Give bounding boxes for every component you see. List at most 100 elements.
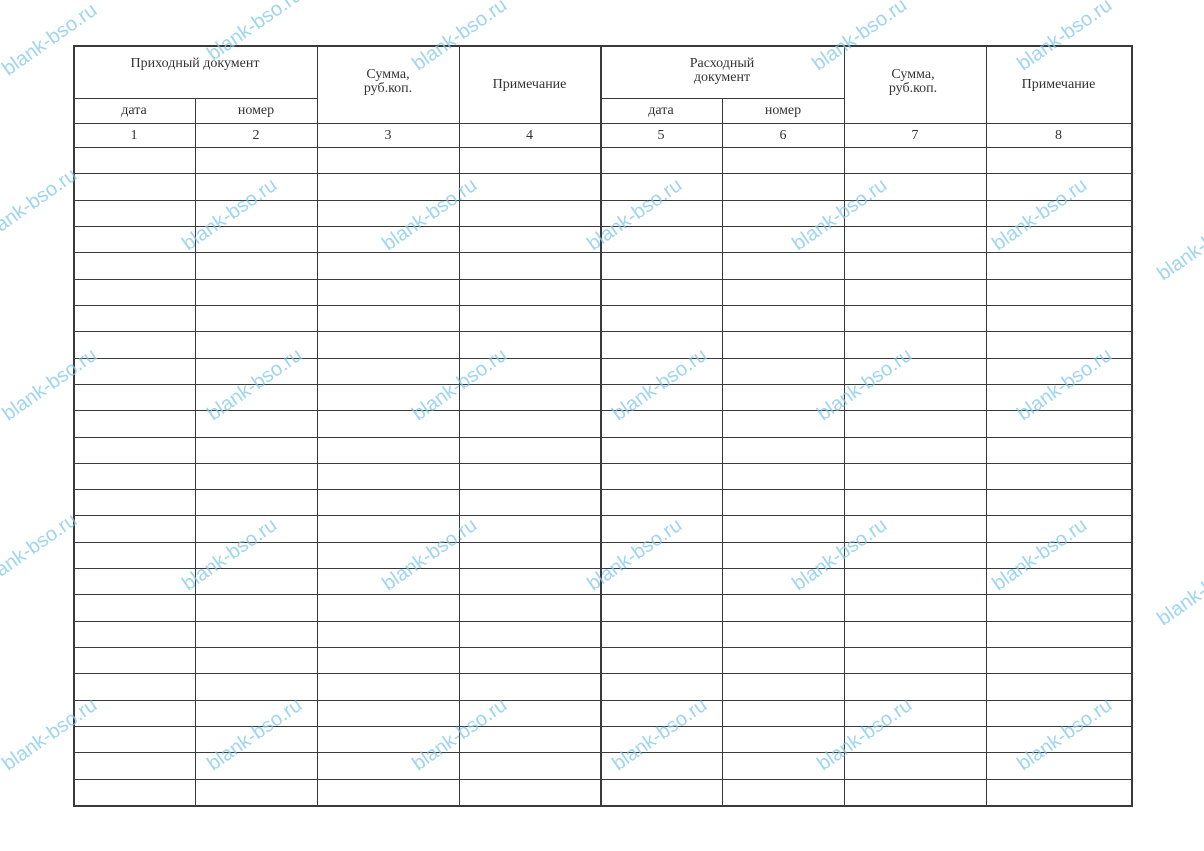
table-cell[interactable] (195, 279, 317, 305)
table-cell[interactable] (317, 515, 459, 541)
table-cell[interactable] (73, 410, 195, 436)
table-cell[interactable] (844, 779, 986, 805)
table-cell[interactable] (600, 647, 722, 673)
table-cell[interactable] (73, 200, 195, 226)
table-cell[interactable] (73, 542, 195, 568)
table-cell[interactable] (722, 331, 844, 357)
table-cell[interactable] (600, 463, 722, 489)
table-cell[interactable] (459, 779, 600, 805)
table-cell[interactable] (317, 173, 459, 199)
table-cell[interactable] (844, 568, 986, 594)
table-cell[interactable] (600, 384, 722, 410)
table-cell[interactable] (459, 515, 600, 541)
table-cell[interactable] (317, 200, 459, 226)
table-cell[interactable] (317, 752, 459, 778)
table-cell[interactable] (986, 594, 1131, 620)
table-cell[interactable] (844, 726, 986, 752)
table-cell[interactable] (722, 673, 844, 699)
table-cell[interactable] (600, 410, 722, 436)
table-cell[interactable] (73, 147, 195, 173)
table-cell[interactable] (844, 358, 986, 384)
table-cell[interactable] (986, 410, 1131, 436)
table-cell[interactable] (986, 752, 1131, 778)
table-cell[interactable] (73, 700, 195, 726)
table-cell[interactable] (722, 568, 844, 594)
table-cell[interactable] (195, 673, 317, 699)
table-cell[interactable] (986, 621, 1131, 647)
table-cell[interactable] (459, 673, 600, 699)
table-cell[interactable] (844, 700, 986, 726)
table-cell[interactable] (459, 621, 600, 647)
table-cell[interactable] (73, 779, 195, 805)
table-cell[interactable] (722, 726, 844, 752)
table-cell[interactable] (722, 515, 844, 541)
table-cell[interactable] (317, 226, 459, 252)
table-cell[interactable] (317, 437, 459, 463)
table-cell[interactable] (722, 200, 844, 226)
table-cell[interactable] (986, 489, 1131, 515)
table-cell[interactable] (600, 200, 722, 226)
table-cell[interactable] (986, 700, 1131, 726)
table-cell[interactable] (986, 331, 1131, 357)
table-cell[interactable] (844, 673, 986, 699)
table-cell[interactable] (722, 700, 844, 726)
table-cell[interactable] (459, 700, 600, 726)
table-cell[interactable] (844, 621, 986, 647)
table-cell[interactable] (459, 358, 600, 384)
table-cell[interactable] (844, 200, 986, 226)
table-cell[interactable] (195, 726, 317, 752)
table-cell[interactable] (195, 173, 317, 199)
table-cell[interactable] (195, 542, 317, 568)
table-cell[interactable] (195, 647, 317, 673)
table-cell[interactable] (459, 463, 600, 489)
table-cell[interactable] (600, 305, 722, 331)
table-cell[interactable] (317, 594, 459, 620)
table-cell[interactable] (600, 515, 722, 541)
table-cell[interactable] (459, 305, 600, 331)
table-cell[interactable] (317, 489, 459, 515)
table-cell[interactable] (986, 384, 1131, 410)
table-cell[interactable] (844, 463, 986, 489)
table-cell[interactable] (73, 226, 195, 252)
table-cell[interactable] (600, 752, 722, 778)
table-cell[interactable] (722, 463, 844, 489)
table-cell[interactable] (722, 384, 844, 410)
table-cell[interactable] (844, 594, 986, 620)
table-cell[interactable] (986, 726, 1131, 752)
table-cell[interactable] (195, 752, 317, 778)
table-cell[interactable] (317, 147, 459, 173)
table-cell[interactable] (73, 621, 195, 647)
table-cell[interactable] (986, 358, 1131, 384)
table-cell[interactable] (844, 279, 986, 305)
table-cell[interactable] (600, 594, 722, 620)
table-cell[interactable] (722, 173, 844, 199)
table-cell[interactable] (600, 226, 722, 252)
table-cell[interactable] (722, 594, 844, 620)
table-cell[interactable] (195, 305, 317, 331)
table-cell[interactable] (722, 358, 844, 384)
table-cell[interactable] (722, 410, 844, 436)
table-cell[interactable] (195, 463, 317, 489)
table-cell[interactable] (195, 252, 317, 278)
table-cell[interactable] (986, 647, 1131, 673)
table-cell[interactable] (986, 252, 1131, 278)
table-cell[interactable] (986, 200, 1131, 226)
table-cell[interactable] (459, 437, 600, 463)
table-cell[interactable] (459, 647, 600, 673)
table-cell[interactable] (459, 173, 600, 199)
table-cell[interactable] (600, 173, 722, 199)
table-cell[interactable] (600, 252, 722, 278)
table-cell[interactable] (459, 489, 600, 515)
table-cell[interactable] (722, 647, 844, 673)
table-cell[interactable] (317, 358, 459, 384)
table-cell[interactable] (317, 700, 459, 726)
table-cell[interactable] (600, 673, 722, 699)
table-cell[interactable] (844, 252, 986, 278)
table-cell[interactable] (317, 726, 459, 752)
table-cell[interactable] (600, 489, 722, 515)
table-cell[interactable] (844, 384, 986, 410)
table-cell[interactable] (195, 384, 317, 410)
table-cell[interactable] (195, 410, 317, 436)
table-cell[interactable] (600, 568, 722, 594)
table-cell[interactable] (73, 752, 195, 778)
